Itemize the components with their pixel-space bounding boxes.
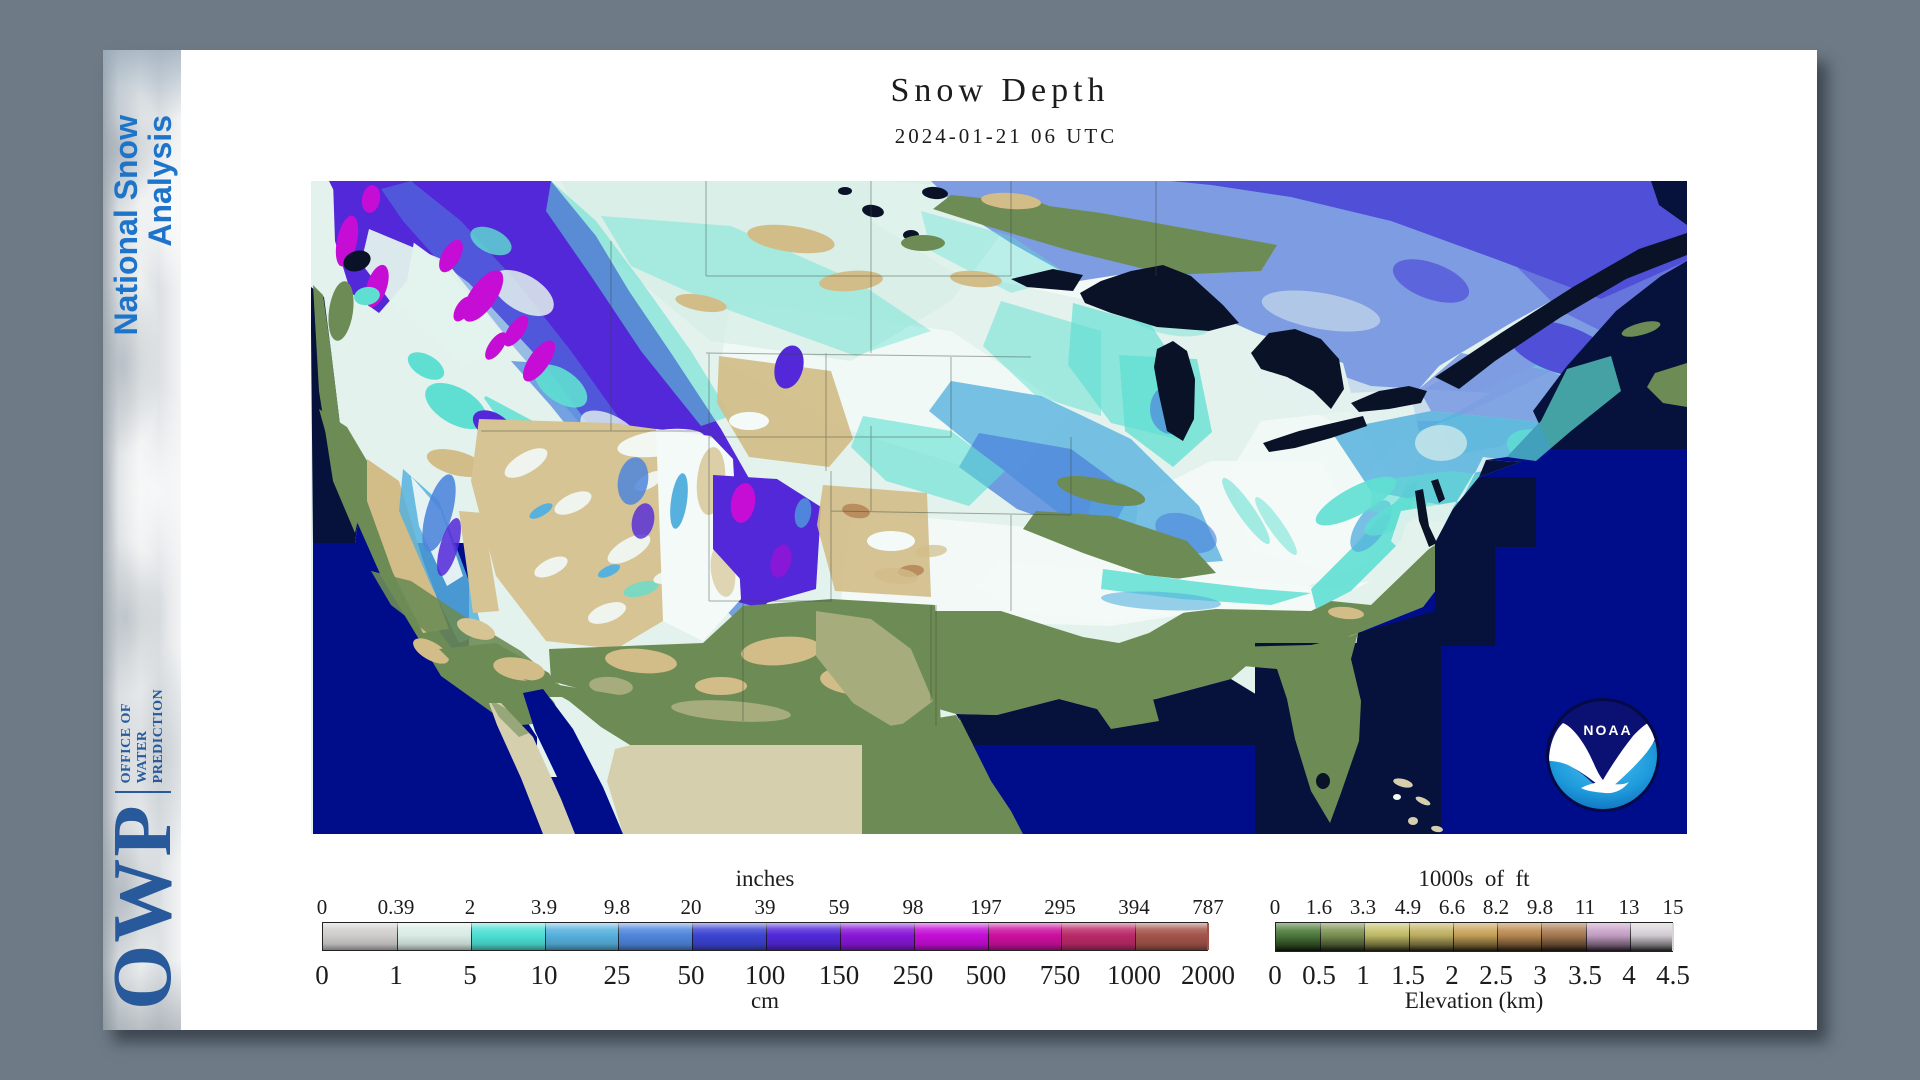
svg-text:NOAA: NOAA	[1583, 722, 1632, 738]
